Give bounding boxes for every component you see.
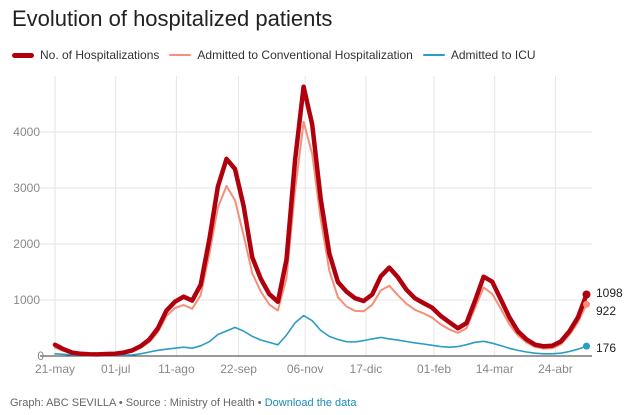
end-value-label: 922 (596, 304, 616, 318)
y-tick-label: 2000 (13, 237, 40, 251)
x-tick-label: 21-may (35, 362, 75, 376)
legend-item-conventional[interactable]: Admitted to Conventional Hospitalization (169, 48, 413, 62)
x-tick-label: 06-nov (287, 362, 324, 376)
end-point (582, 300, 590, 308)
series-line-0 (52, 84, 589, 357)
end-value-label: 1098 (596, 286, 623, 300)
footer-credit: Graph: ABC SEVILLA • Source : Ministry o… (10, 397, 262, 409)
series-line-2 (54, 314, 588, 357)
footer: Graph: ABC SEVILLA • Source : Ministry o… (10, 397, 356, 409)
end-point (582, 342, 590, 350)
end-labels: 176 922 1098 (582, 286, 623, 355)
x-tick-label: 11-ago (158, 362, 195, 376)
series-line-1 (54, 120, 588, 356)
x-axis-ticks: 21-may 01-jul 11-ago 22-sep 06-nov 17-dic 01-f… (35, 362, 573, 376)
legend: No. of Hospitalizations Admitted to Conv… (12, 48, 536, 62)
y-tick-label: 3000 (13, 181, 40, 195)
y-tick-label: 4000 (13, 125, 40, 139)
end-value-label: 176 (596, 341, 616, 355)
legend-item-hospitalizations[interactable]: No. of Hospitalizations (12, 48, 159, 62)
end-point (582, 290, 591, 299)
x-tick-label: 17-dic (350, 362, 383, 376)
legend-label: No. of Hospitalizations (40, 48, 160, 62)
chart-title: Evolution of hospitalized patients (12, 6, 333, 31)
legend-item-icu[interactable]: Admitted to ICU (422, 48, 536, 62)
download-data-link[interactable]: Download the data (264, 397, 357, 409)
x-tick-label: 14-mar (476, 362, 514, 376)
y-axis-ticks: 0 1000 2000 3000 4000 (13, 125, 44, 363)
x-tick-label: 22-sep (220, 362, 257, 376)
x-tick-label: 01-jul (101, 362, 130, 376)
legend-swatch-conventional (169, 54, 192, 56)
x-tick-label: 01-feb (417, 362, 451, 376)
x-tick-label: 24-abr (538, 362, 573, 376)
legend-swatch-icu (422, 54, 445, 56)
legend-swatch-hospitalizations (12, 52, 34, 58)
legend-label: Admitted to ICU (450, 48, 536, 62)
y-tick-label: 1000 (13, 293, 40, 307)
series-lines (52, 84, 589, 357)
y-tick-label: 0 (37, 349, 44, 363)
grid (40, 76, 592, 357)
legend-label: Admitted to Conventional Hospitalization (197, 48, 413, 62)
